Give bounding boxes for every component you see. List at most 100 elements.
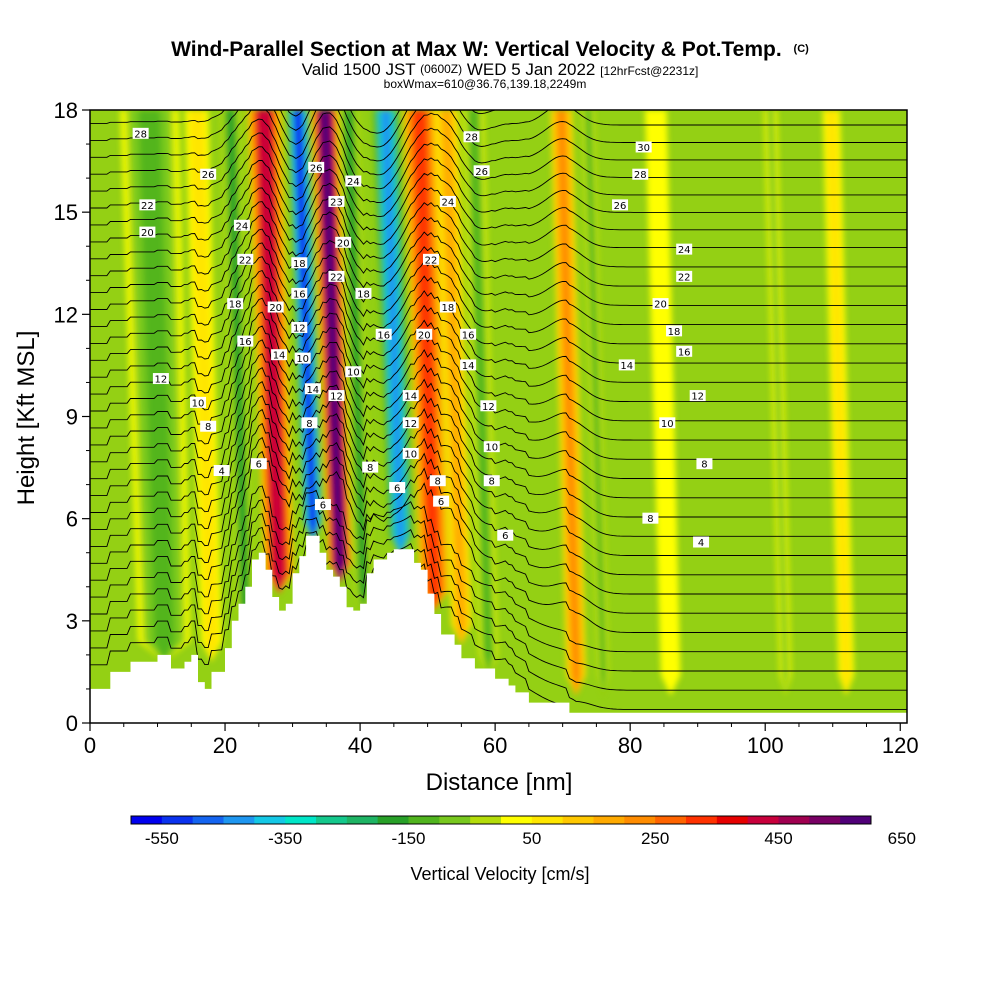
contour-label-bg <box>402 390 419 402</box>
colorbar-swatch <box>624 816 656 824</box>
chart-subtitle-2: boxWmax=610@36.76,139.18,2249m <box>384 77 587 91</box>
contour-label: 8 <box>489 477 495 488</box>
contour-label-bg <box>250 458 267 470</box>
x-tick-label: 20 <box>213 733 237 758</box>
contour-label: 10 <box>347 368 360 379</box>
y-tick-label: 3 <box>66 609 78 634</box>
contour-label-bg <box>460 328 477 340</box>
isentrope <box>90 311 907 441</box>
y-tick-label: 0 <box>66 711 78 736</box>
contour-label: 16 <box>293 289 306 300</box>
colorbar-frame <box>130 815 872 825</box>
contour-label: 24 <box>441 197 454 208</box>
contour-label: 26 <box>475 167 488 178</box>
contour-label: 22 <box>678 272 691 283</box>
isentrope <box>90 214 907 306</box>
x-tick-label: 40 <box>348 733 372 758</box>
velocity-streak <box>557 110 580 696</box>
contour-label-bg <box>328 195 345 207</box>
contour-label-bg <box>416 328 433 340</box>
colorbar-tick-label: 50 <box>522 829 541 848</box>
contour-label-bg <box>422 253 439 265</box>
y-axis: 0 3 6 9 12 15 18 <box>54 98 90 736</box>
contour-label-bg <box>676 270 693 282</box>
isentrope <box>90 540 591 723</box>
velocity-streak <box>138 110 174 662</box>
colorbar-swatch <box>377 816 409 824</box>
contour-label: 10 <box>192 398 205 409</box>
contour-label: 26 <box>614 201 627 212</box>
contour-label: 14 <box>462 361 475 372</box>
y-tick-label: 12 <box>54 302 78 327</box>
y-tick-label: 6 <box>66 507 78 532</box>
contour-label-bg <box>335 236 352 248</box>
isentrope <box>90 422 907 595</box>
contour-label: 20 <box>269 303 282 314</box>
subtitle-zulu: (0600Z) <box>420 62 462 76</box>
contour-label-bg <box>345 175 362 187</box>
contour-label: 18 <box>229 300 242 311</box>
colorbar-swatch <box>192 816 224 824</box>
isentrope <box>90 297 907 422</box>
contour-label-bg <box>355 287 372 299</box>
contour-label: 24 <box>347 177 360 188</box>
contour-label-bg <box>402 417 419 429</box>
contour-label-bg <box>659 417 676 429</box>
contour-label-bg <box>237 335 254 347</box>
isentrope <box>90 173 907 249</box>
contour-labels: 28 26 22 20 24 22 18 16 12 10 8 6 4 20 14 18 16 12 10 14 8 6 2… <box>132 127 713 549</box>
contour-label: 26 <box>310 163 323 174</box>
contour-label: 14 <box>620 361 633 372</box>
contour-label-bg <box>618 359 635 371</box>
isentrope <box>90 269 907 383</box>
contour-label-bg <box>291 257 308 269</box>
contour-label-bg <box>676 345 693 357</box>
contour-label-bg <box>139 226 156 238</box>
velocity-streak <box>344 110 367 611</box>
colorbar-swatch <box>655 816 687 824</box>
contour-label-bg <box>227 298 244 310</box>
contour-label-bg <box>480 400 497 412</box>
subtitle-forecast: [12hrFcst@2231z] <box>600 64 698 78</box>
isentrope <box>90 499 907 672</box>
contour-label-bg <box>483 475 500 487</box>
colorbar-swatch <box>346 816 379 824</box>
isentrope <box>90 228 907 326</box>
contour-label: 26 <box>202 170 215 181</box>
contour-label-bg <box>375 328 392 340</box>
colorbar-tick-label: 250 <box>641 829 669 848</box>
isentrope <box>90 395 907 556</box>
isentrope <box>90 485 907 653</box>
colorbar-swatch <box>747 816 779 824</box>
colorbar-swatch <box>593 816 625 824</box>
y-tick-label: 9 <box>66 405 78 430</box>
colorbar-swatch <box>439 816 471 824</box>
terrain <box>90 535 907 723</box>
contour-label-bg <box>328 270 345 282</box>
chart-title: Wind-Parallel Section at Max W: Vertical… <box>171 38 809 61</box>
isentrope <box>90 242 907 345</box>
contour-label: 6 <box>320 501 326 512</box>
chart-subtitle: Valid 1500 JST (0600Z) WED 5 Jan 2022 [1… <box>302 58 699 79</box>
contour-label: 10 <box>296 354 309 365</box>
contour-label: 12 <box>330 392 343 403</box>
contour-label-bg <box>460 359 477 371</box>
contour-label-bg <box>429 475 446 487</box>
contour-label: 8 <box>306 419 312 430</box>
contour-label: 22 <box>330 272 343 283</box>
contour-label: 20 <box>141 228 154 239</box>
contour-label: 8 <box>205 422 211 433</box>
contour-label: 8 <box>435 477 441 488</box>
contour-label-bg <box>632 168 649 180</box>
colorbar-swatch <box>161 816 194 824</box>
isentrope <box>90 450 907 633</box>
colorbar-swatch <box>285 816 317 824</box>
contour-label: 28 <box>134 129 147 140</box>
colorbar-swatch <box>840 816 872 824</box>
contour-label-bg <box>612 199 629 211</box>
contour-label: 8 <box>701 460 707 471</box>
contour-label-bg <box>233 219 250 231</box>
isentrope <box>90 256 907 364</box>
colorbar-tick-label: 650 <box>888 829 916 848</box>
